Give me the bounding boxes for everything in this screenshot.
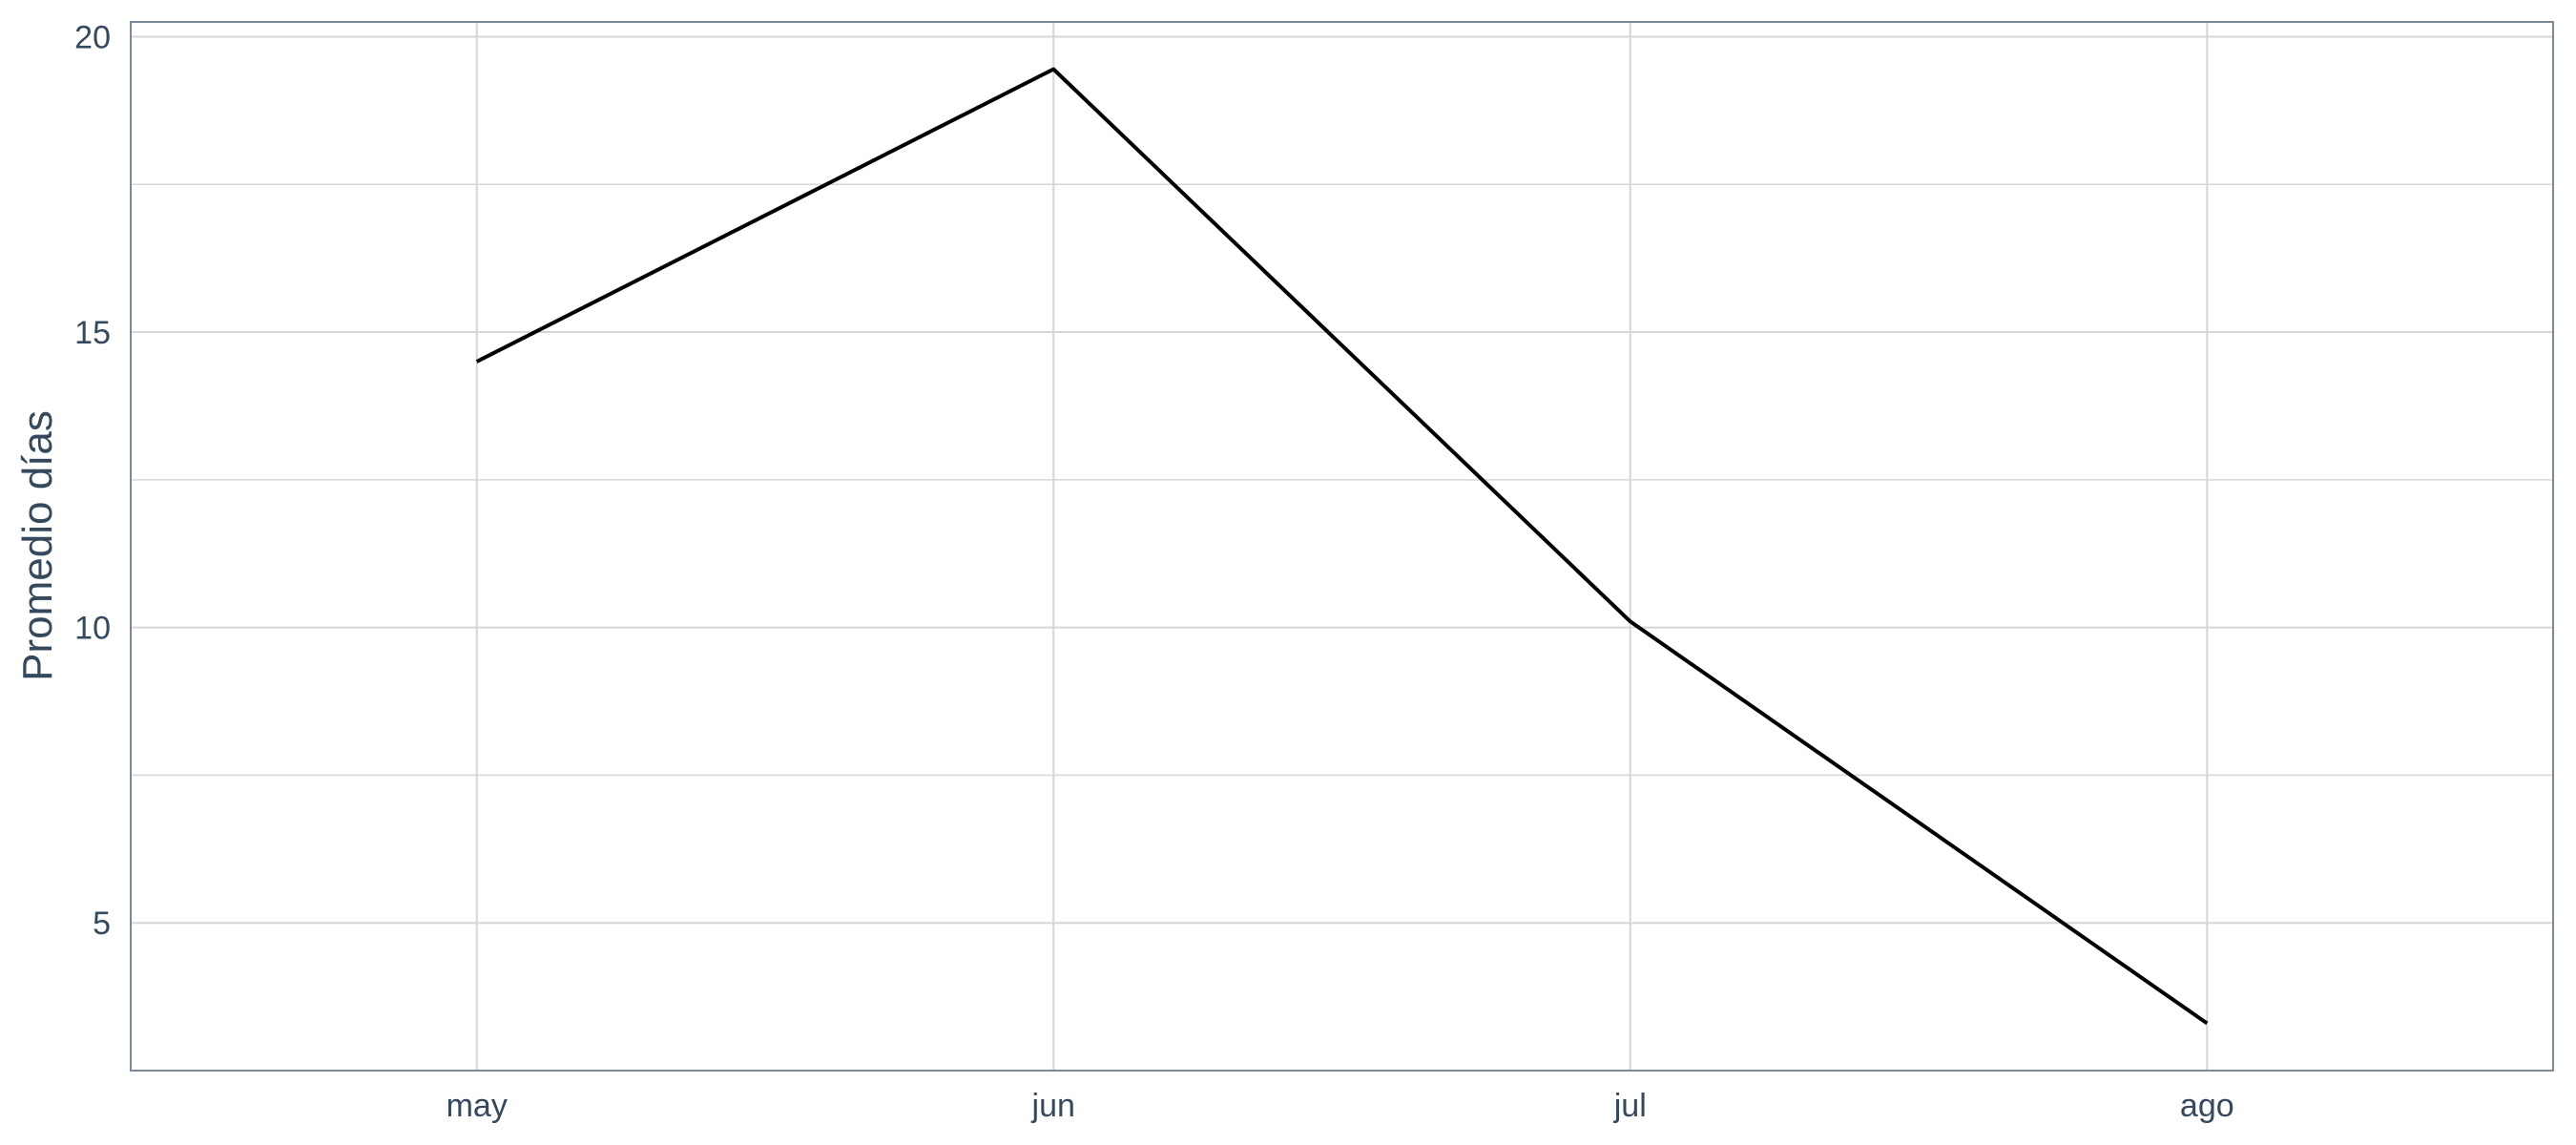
- x-tick-label: may: [447, 1088, 508, 1124]
- x-tick-label: jun: [1031, 1088, 1075, 1124]
- grid: [131, 22, 2553, 1071]
- y-tick-label: 10: [74, 611, 111, 647]
- series-line: [475, 67, 2209, 1026]
- plot-panel-border: [130, 21, 2554, 1072]
- x-tick-labels: may jun jul ago: [447, 1088, 2234, 1124]
- y-tick-label: 5: [93, 906, 111, 942]
- x-tick-label: ago: [2180, 1088, 2234, 1124]
- y-tick-labels: 5 10 15 20: [74, 19, 111, 942]
- y-tick-label: 15: [74, 315, 111, 351]
- y-axis-title: Promedio días: [14, 410, 61, 681]
- x-tick-label: jul: [1613, 1088, 1647, 1124]
- y-tick-label: 20: [74, 19, 111, 55]
- series-layer: [475, 67, 2209, 1026]
